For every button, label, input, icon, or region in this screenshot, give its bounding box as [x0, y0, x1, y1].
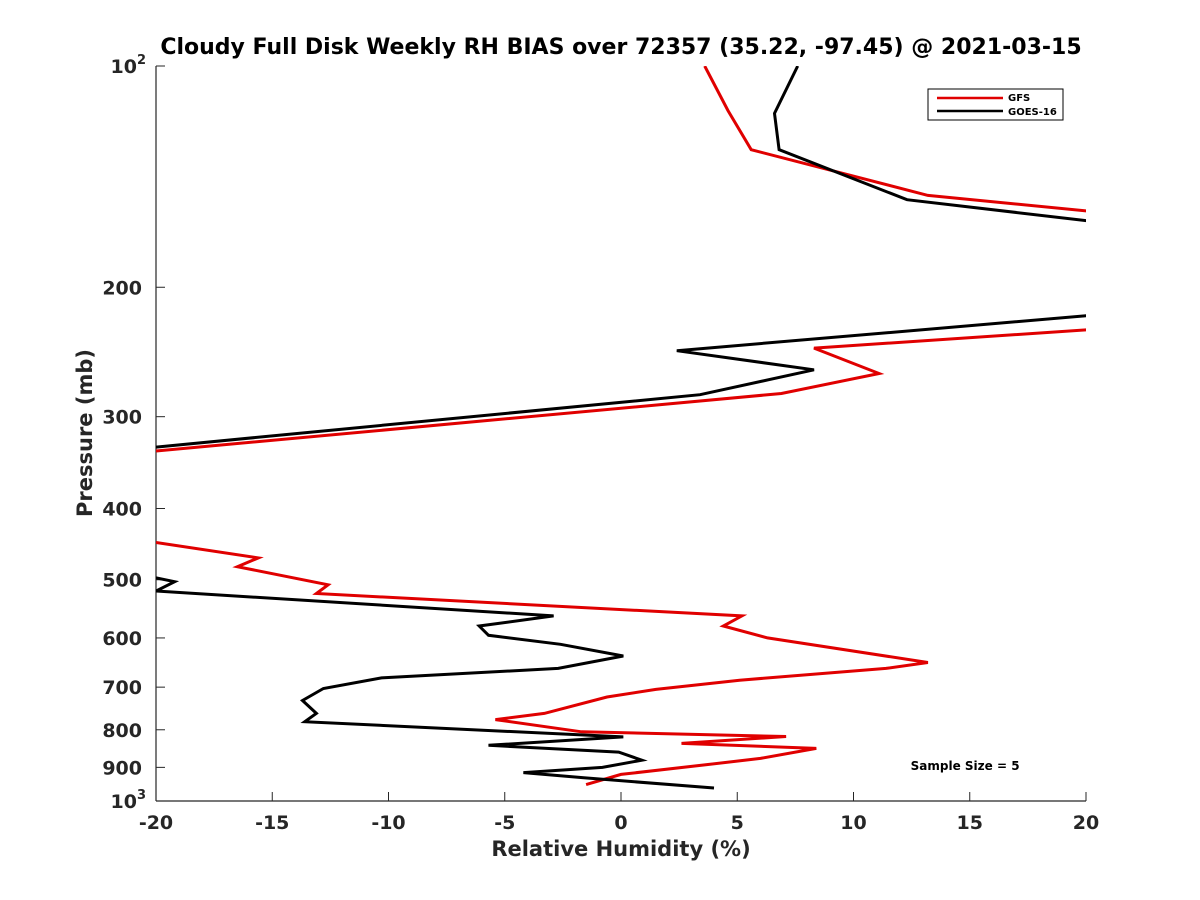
series-line-goes16 [156, 66, 1086, 790]
y-tick-base: 10 [111, 791, 137, 813]
x-axis-label: Relative Humidity (%) [491, 837, 750, 861]
x-ticks: -20 -15 -10 -5 0 5 10 15 20 [139, 792, 1099, 834]
y-tick-label: 102 [111, 53, 147, 78]
x-tick-label: -5 [494, 812, 515, 834]
y-tick-label: 500 [102, 570, 142, 592]
y-tick-label: 103 [111, 788, 147, 813]
y-axis-label: Pressure (mb) [73, 349, 97, 517]
series-layer [156, 66, 1086, 790]
y-tick-label: 400 [102, 499, 142, 521]
y-tick-base: 10 [111, 56, 137, 78]
x-tick-label: 5 [731, 812, 744, 834]
x-tick-label: 0 [614, 812, 627, 834]
legend-box [927, 88, 1064, 121]
y-tick-label: 700 [102, 677, 142, 699]
series-line-gfs [156, 66, 1086, 787]
y-tick-label: 200 [102, 277, 142, 299]
x-tick-label: 15 [957, 812, 983, 834]
x-tick-label: -15 [255, 812, 289, 834]
y-tick-label: 300 [102, 407, 142, 429]
y-tick-label: 800 [102, 720, 142, 742]
x-tick-label: -10 [371, 812, 405, 834]
sample-size-annotation: Sample Size = 5 [911, 759, 1020, 773]
x-tick-label: -20 [139, 812, 173, 834]
x-tick-label: 10 [840, 812, 866, 834]
y-tick-label: 600 [102, 628, 142, 650]
y-tick-exponent: 3 [137, 788, 146, 803]
x-tick-label: 20 [1073, 812, 1099, 834]
legend-label-gfs: GFS [1008, 93, 1030, 104]
legend-label-goes16: GOES-16 [1008, 107, 1057, 118]
y-tick-label: 900 [102, 757, 142, 779]
legend: GFS GOES-16 [927, 88, 1064, 121]
y-tick-exponent: 2 [137, 53, 146, 68]
chart-title: Cloudy Full Disk Weekly RH BIAS over 723… [160, 35, 1081, 60]
